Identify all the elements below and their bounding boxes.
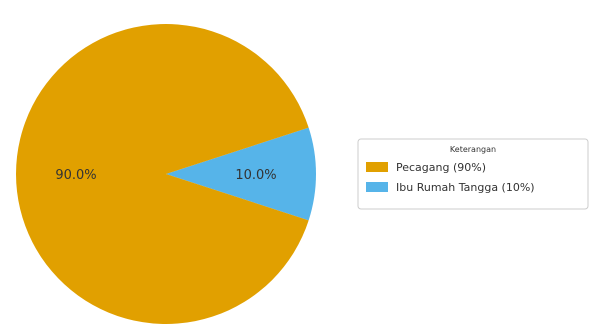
pie-label-0: 90.0% [55, 168, 96, 183]
pie-label-1: 10.0% [235, 168, 276, 183]
pie-slice-1 [166, 127, 317, 221]
legend-label-0: Pecagang (90%) [396, 161, 486, 174]
legend: Keterangan Pecagang (90%) Ibu Rumah Tangg… [357, 138, 589, 210]
legend-title: Keterangan [450, 145, 496, 154]
legend-swatch-1 [366, 182, 388, 192]
pie-chart [16, 24, 317, 325]
legend-label-1: Ibu Rumah Tangga (10%) [396, 181, 535, 194]
pie-percentage-labels: 10.0% 90.0% [55, 168, 276, 183]
legend-swatch-0 [366, 162, 388, 172]
pie-slice-0 [16, 24, 309, 325]
legend-frame [357, 138, 589, 210]
legend-entries: Pecagang (90%) Ibu Rumah Tangga (10%) [366, 161, 535, 194]
